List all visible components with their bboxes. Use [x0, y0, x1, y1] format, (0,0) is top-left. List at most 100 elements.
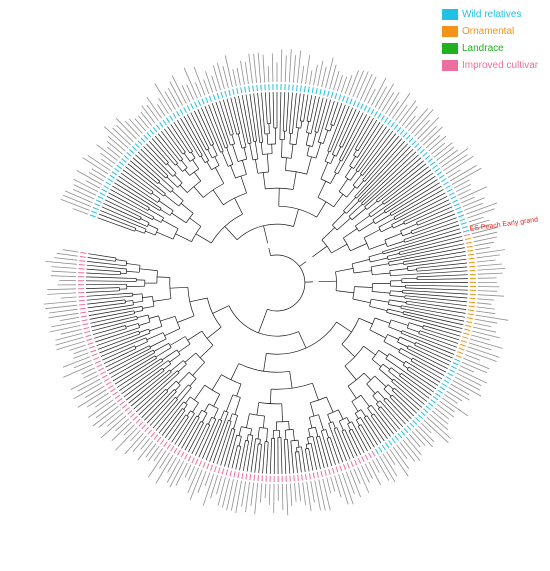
tree-branch	[385, 358, 434, 393]
tree-branch	[338, 420, 344, 431]
tree-branch-arc	[369, 299, 372, 307]
tree-branch	[336, 427, 351, 460]
tip-group-mark	[469, 297, 476, 300]
legend-item-landrace: Landrace	[442, 40, 548, 56]
tree-branch-arc	[179, 159, 183, 162]
tip-label-glyph	[146, 96, 163, 119]
tree-branch-arc	[369, 317, 376, 331]
tip-label-glyph	[167, 88, 180, 108]
tree-branch	[106, 195, 153, 220]
tree-branch	[289, 133, 292, 144]
tree-branch	[266, 133, 269, 145]
tip-label-glyph	[264, 483, 267, 499]
tree-branch	[364, 138, 403, 182]
tree-branch-arc	[343, 210, 347, 214]
tip-group-mark	[381, 444, 386, 451]
tip-label-glyph	[222, 478, 230, 508]
tree-branch	[304, 448, 310, 472]
tip-label-glyph	[426, 416, 451, 439]
tip-label-glyph	[280, 49, 283, 83]
legend-item-wild-relatives: Wild relatives	[442, 6, 548, 22]
tree-branch	[403, 220, 458, 241]
tree-branch	[308, 448, 314, 471]
tree-branch	[161, 349, 178, 361]
tip-label-glyph	[224, 55, 233, 88]
tip-label-glyph	[298, 482, 301, 502]
tree-branch	[213, 408, 219, 419]
tip-group-mark	[99, 371, 106, 375]
tip-label-glyph	[137, 440, 154, 461]
tree-branch	[225, 394, 234, 412]
tree-branch	[401, 373, 432, 396]
tree-branch	[383, 388, 392, 397]
tree-branch	[189, 217, 202, 227]
tree-branch	[142, 296, 153, 298]
tip-label-glyph	[164, 91, 176, 110]
tip-group-mark	[213, 466, 217, 473]
tree-branch	[333, 103, 343, 126]
tree-branch	[389, 182, 440, 214]
tip-label-glyph	[51, 270, 77, 273]
tree-branch	[334, 160, 341, 173]
tip-label-glyph	[313, 64, 318, 86]
tree-branch	[297, 440, 300, 448]
tree-branch	[246, 435, 254, 472]
tree-branch	[376, 160, 424, 201]
tip-group-mark	[467, 253, 474, 256]
tree-branch	[148, 224, 159, 230]
tip-label-glyph	[423, 419, 449, 444]
tree-branch	[230, 363, 240, 380]
tip-group-mark	[221, 468, 225, 475]
tree-branch-arc	[367, 404, 372, 409]
tip-group-mark	[377, 113, 382, 119]
tree-branch	[393, 222, 405, 229]
tree-branch	[176, 164, 183, 172]
tip-group-mark	[99, 192, 106, 196]
tree-branch	[266, 428, 268, 442]
tip-group-mark	[441, 382, 448, 387]
tree-branch	[415, 342, 453, 359]
tip-group-mark	[170, 445, 175, 452]
tree-branch-arc	[182, 167, 188, 172]
tree-branch	[133, 370, 178, 410]
tree-branch	[176, 119, 201, 158]
highlighted-label: ES Peach Early grand	[469, 216, 538, 233]
tip-label-glyph	[477, 294, 505, 297]
tip-label-glyph	[73, 382, 103, 400]
tree-branch-arc	[230, 143, 235, 146]
tree-branch-arc	[228, 419, 232, 422]
tree-branch	[356, 143, 408, 199]
tree-branch	[205, 420, 223, 461]
tip-label-glyph	[83, 371, 97, 379]
tree-branch-arc	[378, 227, 382, 233]
tree-branch	[148, 208, 164, 219]
tip-group-mark	[349, 98, 353, 105]
tree-branch	[292, 171, 297, 190]
tip-label-glyph	[475, 310, 496, 315]
tree-branch-arc	[230, 133, 234, 136]
tree-branch	[236, 383, 242, 397]
tip-group-mark	[374, 110, 378, 117]
tree-branch	[192, 159, 200, 169]
tree-branch	[299, 93, 305, 121]
tree-branch-arc	[318, 141, 324, 144]
tip-group-mark	[443, 379, 450, 384]
tip-label-glyph	[260, 483, 263, 503]
tip-label-glyph	[88, 171, 105, 182]
tip-label-glyph	[363, 76, 377, 102]
tip-group-mark	[462, 336, 469, 339]
tree-branch-arc	[165, 175, 169, 179]
tree-branch	[315, 436, 325, 469]
tree-branch	[266, 441, 269, 474]
tip-label-glyph	[301, 65, 305, 84]
tree-branch	[258, 315, 266, 334]
tip-label-glyph	[379, 455, 396, 483]
tip-label-glyph	[477, 298, 495, 301]
tip-group-mark	[384, 117, 389, 123]
tree-branch	[149, 397, 176, 426]
tree-branch	[350, 243, 367, 252]
tree-branch	[390, 270, 468, 277]
tip-group-mark	[160, 439, 165, 445]
tip-label-glyph	[248, 53, 253, 84]
tree-branch	[422, 328, 460, 341]
